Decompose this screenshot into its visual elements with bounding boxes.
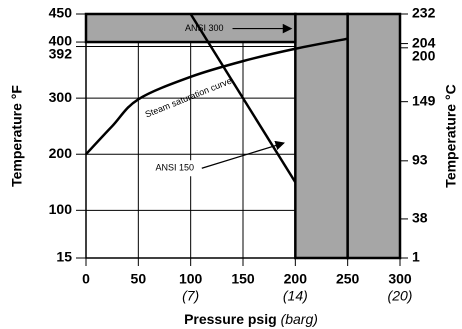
y-tick-label: 400 [49, 33, 73, 49]
x-axis-title-main: Pressure psig [184, 311, 277, 327]
y-tick-label: 15 [56, 249, 72, 265]
y2-axis-title: Temperature °C [443, 84, 459, 187]
y-tick-label: 392 [49, 46, 73, 62]
y2-tick-label: 93 [412, 152, 428, 168]
series-label: Steam saturation curve [144, 76, 234, 120]
y-axis-title: Temperature °F [9, 85, 25, 187]
series-label: ANSI 150 [156, 163, 195, 173]
x-sub-tick-label: (14) [283, 288, 308, 304]
y2-tick-label: 149 [412, 92, 436, 108]
y-tick-label: 200 [49, 145, 73, 161]
x-tick-label: 200 [284, 271, 308, 287]
y2-tick-label: 232 [412, 5, 436, 21]
x-tick-label: 150 [231, 271, 255, 287]
x-axis-title: Pressure psig (barg) [184, 311, 318, 327]
x-sub-tick-label: (7) [182, 288, 199, 304]
arrow [201, 140, 285, 169]
x-tick-label: 100 [179, 271, 203, 287]
label-box [148, 160, 201, 177]
background [84, 12, 402, 260]
series-line [189, 13, 297, 183]
y2-tick-label: 1 [412, 249, 420, 265]
x-tick-label: 300 [388, 271, 412, 287]
shaded-region [346, 12, 402, 260]
shaded-region [294, 12, 349, 260]
y2-tick-label: 200 [412, 47, 436, 63]
x-sub-tick-label: (20) [388, 288, 413, 304]
series-line [85, 37, 348, 156]
y2-tick-label: 204 [412, 34, 436, 50]
x-tick-label: 0 [82, 271, 90, 287]
x-tick-label: 50 [131, 271, 147, 287]
y-tick-label: 100 [49, 201, 73, 217]
y-tick-label: 450 [49, 5, 73, 21]
y-tick-label: 300 [49, 89, 73, 105]
x-axis-title-unit: (barg) [281, 311, 318, 327]
annotation: ANSI 300 [185, 23, 224, 33]
y2-tick-label: 38 [412, 210, 428, 226]
x-tick-label: 250 [336, 271, 360, 287]
